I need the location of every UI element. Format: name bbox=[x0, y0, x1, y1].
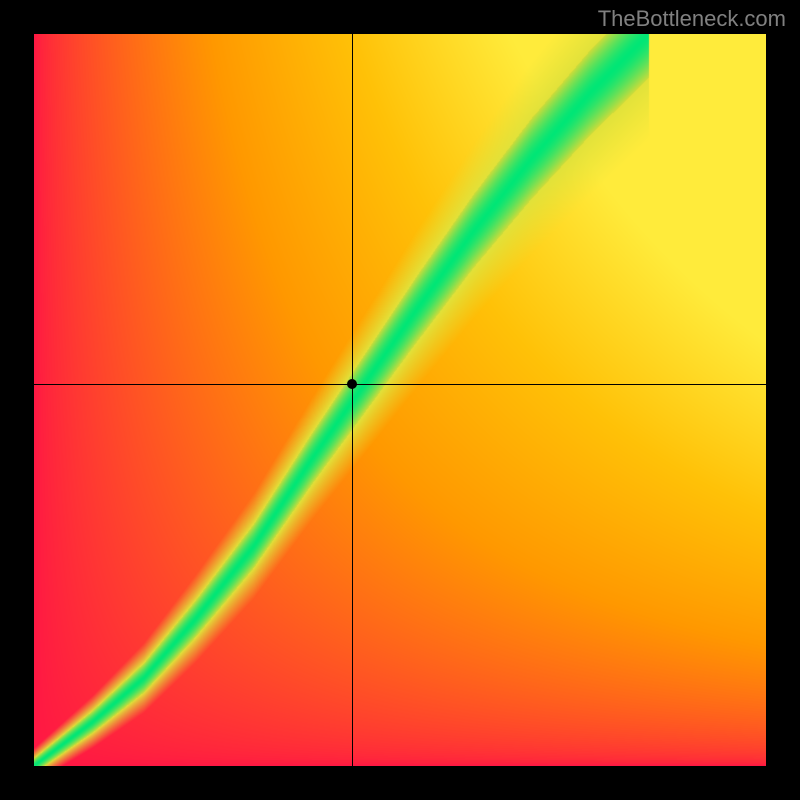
crosshair-marker[interactable] bbox=[347, 379, 357, 389]
heatmap-plot-area bbox=[34, 34, 766, 766]
crosshair-horizontal bbox=[34, 384, 766, 385]
heatmap-canvas bbox=[34, 34, 766, 766]
watermark-text: TheBottleneck.com bbox=[598, 6, 786, 32]
crosshair-vertical bbox=[352, 34, 353, 766]
